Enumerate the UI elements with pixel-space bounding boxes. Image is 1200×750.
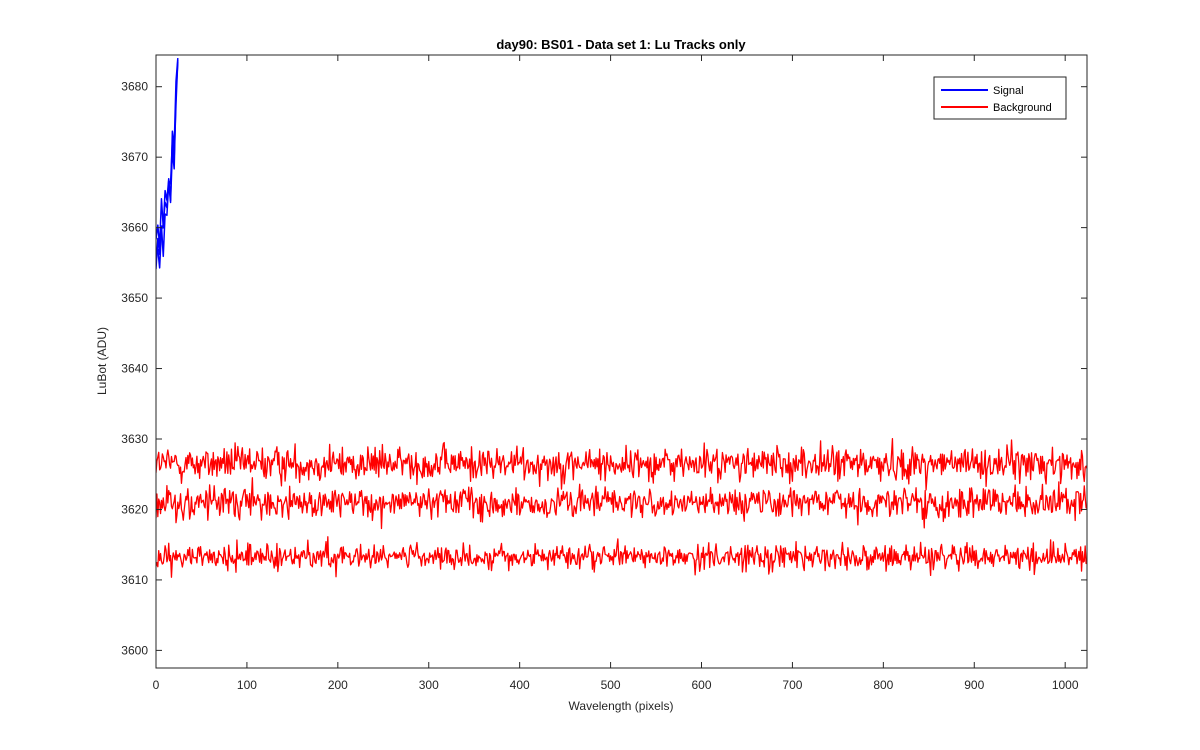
signal-trace-3 xyxy=(156,57,179,248)
x-tick-label: 900 xyxy=(964,678,984,692)
background-trace-3 xyxy=(156,536,1087,578)
y-tick-label: 3610 xyxy=(121,573,148,587)
signal-trace-2 xyxy=(156,60,179,269)
legend-box xyxy=(933,76,1067,120)
y-tick-label: 3680 xyxy=(121,80,148,94)
x-tick-label: 400 xyxy=(510,678,530,692)
x-tick-label: 300 xyxy=(419,678,439,692)
y-tick-label: 3620 xyxy=(121,502,148,516)
y-tick-label: 3670 xyxy=(121,150,148,164)
x-axis-label: Wavelength (pixels) xyxy=(569,699,674,713)
series-layer xyxy=(156,57,1087,578)
legend: Signal Background xyxy=(933,76,1067,120)
background-trace-2 xyxy=(156,477,1087,530)
background-trace-1 xyxy=(156,438,1087,491)
x-tick-label: 700 xyxy=(782,678,802,692)
x-tick-label: 1000 xyxy=(1052,678,1079,692)
y-tick-label: 3630 xyxy=(121,432,148,446)
x-tick-label: 600 xyxy=(691,678,711,692)
chart-title: day90: BS01 - Data set 1: Lu Tracks only xyxy=(496,37,746,52)
legend-signal-label: Signal xyxy=(993,85,1024,97)
x-tick-label: 0 xyxy=(153,678,160,692)
axes-box xyxy=(155,54,1088,669)
x-tick-label: 500 xyxy=(601,678,621,692)
x-tick-label: 800 xyxy=(873,678,893,692)
y-tick-label: 3660 xyxy=(121,221,148,235)
y-tick-label: 3650 xyxy=(121,291,148,305)
ticks-layer: 0 100 200 300 400 500 600 700 800 900 1000 3600 3610… xyxy=(121,55,1087,692)
x-tick-label: 200 xyxy=(328,678,348,692)
y-tick-label: 3600 xyxy=(121,643,148,657)
y-axis-label: LuBot (ADU) xyxy=(95,327,109,395)
plot-area xyxy=(156,55,1087,668)
legend-background-label: Background xyxy=(993,102,1052,114)
y-tick-label: 3640 xyxy=(121,362,148,376)
x-tick-label: 100 xyxy=(237,678,257,692)
